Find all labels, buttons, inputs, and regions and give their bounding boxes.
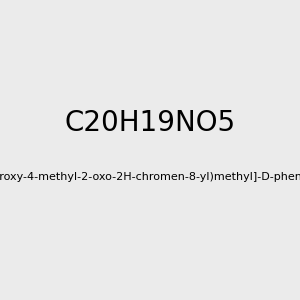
Text: N-[(7-hydroxy-4-methyl-2-oxo-2H-chromen-8-yl)methyl]-D-phenylalanine: N-[(7-hydroxy-4-methyl-2-oxo-2H-chromen-… [0, 172, 300, 182]
Text: C20H19NO5: C20H19NO5 [64, 109, 236, 137]
